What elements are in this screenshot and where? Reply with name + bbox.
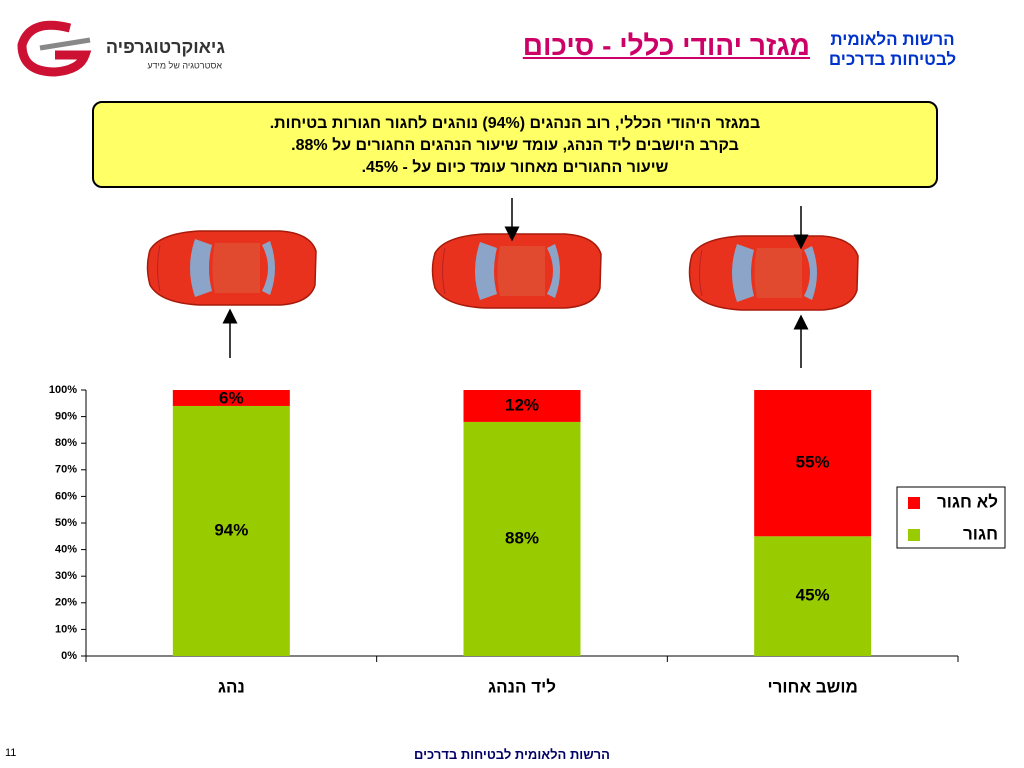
bar-segment [754,390,872,537]
y-tick-label: 0% [61,650,77,662]
y-tick-label: 90% [55,411,77,423]
data-label: 45% [796,586,830,605]
logo-text: גיאוקרטוגרפיה [106,37,226,57]
callout-line: בקרב היושבים ליד הנהג, עומד שיעור הנהגים… [291,137,739,154]
bar-segment [172,390,290,406]
logo-tagline: אסטרטגיה של מידע [147,60,222,70]
x-tick-label: מושב אחורי [768,677,858,696]
y-tick-label: 80% [55,437,77,449]
page-number: 11 [5,747,17,759]
logo: גיאוקרטוגרפיה אסטרטגיה של מידע [17,20,226,77]
y-tick-label: 40% [55,544,77,556]
callout: במגזר היהודי הכללי, רוב הנהגים (94%) נוה… [92,101,938,188]
car-icon [431,233,602,309]
y-tick-label: 10% [55,623,77,635]
legend-swatch [908,529,920,541]
y-tick-label: 30% [55,570,77,582]
callout-line: שיעור החגורים מאחור עומד כיום על - 45%. [361,159,669,176]
footer: הרשות הלאומית לבטיחות בדרכים [414,747,610,762]
car-icon [688,235,859,311]
y-tick-label: 60% [55,490,77,502]
x-tick-label: נהג [218,677,245,696]
bar-segment [754,536,872,656]
data-label: 6% [219,388,244,407]
callout-line: במגזר היהודי הכללי, רוב הנהגים (94%) נוה… [269,115,761,132]
bar-segment [172,405,290,656]
y-tick-label: 70% [55,464,77,476]
data-label: 12% [505,395,539,414]
org-name: הרשות הלאומית לבטיחות בדרכים [800,30,985,70]
org-line: לבטיחות בדרכים [828,50,957,69]
legend-label: חגור [963,524,998,543]
bar-segment [463,421,581,656]
y-tick-label: 100% [49,384,77,396]
legend-label: לא חגור [937,492,998,511]
legend-swatch [908,497,920,509]
y-tick-label: 50% [55,517,77,529]
y-tick-label: 20% [55,597,77,609]
org-line: הרשות הלאומית [830,30,955,49]
slide-title: מגזר יהודי כללי - סיכום [522,30,810,61]
data-label: 55% [796,453,830,472]
car-icon [146,230,317,306]
bar-segment [463,390,581,422]
data-label: 88% [505,528,539,547]
x-tick-label: ליד הנהג [488,677,556,696]
data-label: 94% [214,520,248,539]
